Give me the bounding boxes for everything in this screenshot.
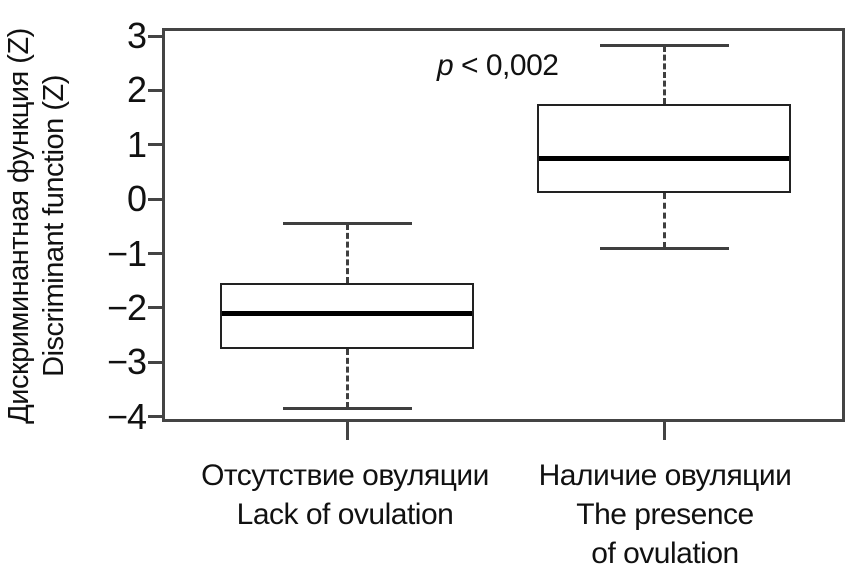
y-tick-label: −4: [106, 395, 147, 437]
y-tick-label: −2: [106, 286, 147, 328]
x-category-label-line-ru: Отсутствие овуляции: [201, 459, 489, 492]
x-category-tick: [662, 421, 666, 440]
y-tick-label: −3: [106, 341, 147, 383]
whisker-upper: [345, 223, 349, 284]
x-category-label-line-ru: Наличие овуляции: [538, 459, 792, 492]
p-symbol: p: [437, 49, 454, 82]
y-tick-label: −1: [106, 232, 147, 274]
p-value-annotation: p < 0,002: [437, 49, 559, 82]
y-tick-mark: [148, 34, 163, 38]
y-tick-mark: [148, 143, 163, 147]
whisker-cap-upper: [599, 44, 729, 48]
whisker-cap-upper: [282, 222, 412, 226]
y-axis-title: Дискриминантная функция (Z) Discriminant…: [2, 6, 74, 446]
whisker-cap-lower: [282, 406, 412, 410]
y-tick-label: 2: [126, 69, 147, 111]
whisker-cap-lower: [599, 246, 729, 250]
whisker-lower: [345, 348, 349, 409]
p-value-text: < 0,002: [453, 49, 559, 82]
y-axis-title-ru: Дискриминантная функция (Z): [3, 28, 35, 424]
whisker-lower: [662, 192, 666, 249]
median-line: [539, 156, 789, 162]
y-tick-mark: [148, 197, 163, 201]
x-category-label-line-en: Lack of ovulation: [236, 498, 454, 531]
box: [537, 104, 791, 193]
y-tick-label: 3: [126, 15, 147, 57]
median-line: [222, 310, 472, 316]
y-tick-mark: [148, 88, 163, 92]
y-tick-mark: [148, 252, 163, 256]
plot-frame: [162, 28, 845, 422]
whisker-upper: [662, 45, 666, 105]
y-tick-mark: [148, 306, 163, 310]
y-tick-label: 1: [126, 123, 147, 165]
y-tick-mark: [148, 415, 163, 419]
x-category-label-presence-of-ovulation: Наличие овуляции The presence of ovulati…: [495, 456, 835, 573]
x-category-label-line-en: of ovulation: [591, 537, 739, 570]
y-tick-mark: [148, 360, 163, 364]
x-category-tick: [345, 421, 349, 440]
y-tick-label: 0: [126, 178, 147, 220]
x-category-label-line-en: The presence: [576, 498, 754, 531]
box: [220, 283, 474, 349]
x-category-label-lack-of-ovulation: Отсутствие овуляции Lack of ovulation: [165, 456, 525, 534]
